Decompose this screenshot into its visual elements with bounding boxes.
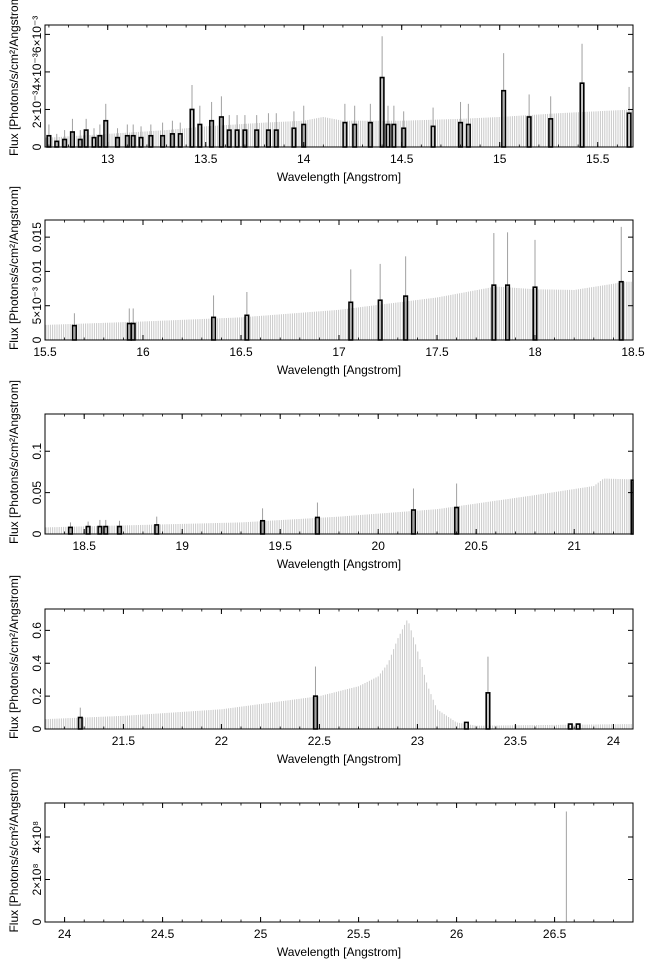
x-tick-label: 20 xyxy=(372,539,386,553)
x-tick-label: 24 xyxy=(58,927,72,941)
x-tick-label: 14 xyxy=(297,152,311,166)
x-tick-label: 15.5 xyxy=(33,345,57,359)
x-tick-label: 17 xyxy=(332,345,346,359)
y-axis-label: Flux [Photons/s/cm²/Angstrom] xyxy=(7,768,21,932)
x-tick-label: 13 xyxy=(101,152,115,166)
y-axis: 0 5×10⁻³ 0.01 0.015 xyxy=(30,222,633,343)
x-tick-label: 19.5 xyxy=(269,539,293,553)
chart-panel-2: 15.5 16 16.5 17 17.5 18 18.5 0 5×10⁻³ 0.01 0.015 Wa… xyxy=(7,186,645,377)
plot-frame xyxy=(44,24,634,148)
x-tick-label: 18 xyxy=(528,345,542,359)
y-tick-label: 4×10⁸ xyxy=(30,821,44,853)
y-axis-label: Flux [Photons/s/cm²/Angstrom] xyxy=(7,186,21,350)
chart-panel-3: 18.5 19 19.5 20 20.5 21 0 0.05 0.1 Wavelength [An… xyxy=(7,380,634,571)
x-tick-label: 17.5 xyxy=(425,345,449,359)
y-tick-label: 0 xyxy=(30,725,44,732)
x-axis: 15.5 16 16.5 17 17.5 18 18.5 xyxy=(33,220,645,359)
chart-panel-4: 21.5 22 22.5 23 23.5 24 0 0.2 0.4 0.6 Wavelength [… xyxy=(7,575,634,766)
x-tick-label: 20.5 xyxy=(465,539,489,553)
y-axis: 0 2×10⁻³4×10⁻³6×10⁻³ xyxy=(30,16,633,150)
x-axis: 18.5 19 19.5 20 20.5 21 xyxy=(44,414,614,553)
x-tick-label: 18.5 xyxy=(621,345,645,359)
y-tick-label: 2×10⁻³ xyxy=(30,91,44,128)
y-axis-label: Flux [Photons/s/cm²/Angstrom] xyxy=(7,380,21,544)
x-tick-label: 26 xyxy=(450,927,464,941)
x-tick-label: 24.5 xyxy=(151,927,175,941)
y-axis: 0 2×10⁸ 4×10⁸ xyxy=(30,821,633,925)
data-bar xyxy=(567,723,573,730)
x-tick-label: 16 xyxy=(136,345,150,359)
y-axis: 0 0.2 0.4 0.6 xyxy=(30,622,633,732)
x-tick-label: 16.5 xyxy=(229,345,253,359)
plot-frame xyxy=(44,802,634,923)
y-tick-label: 0 xyxy=(30,918,44,925)
x-axis-label: Wavelength [Angstrom] xyxy=(277,557,401,571)
y-tick-label: 2×10⁸ xyxy=(30,863,44,895)
y-tick-label: 0 xyxy=(30,530,44,537)
y-tick-label: 0.01 xyxy=(30,259,44,283)
y-tick-label: 5×10⁻³ xyxy=(30,287,44,324)
y-tick-label: 0.015 xyxy=(30,222,44,252)
x-tick-label: 15.5 xyxy=(586,152,610,166)
y-axis-label: Flux [Photons/s/cm²/Angstrom] xyxy=(7,0,21,156)
plot-frame xyxy=(44,413,634,535)
y-tick-label: 0.05 xyxy=(30,481,44,505)
x-tick-label: 26.5 xyxy=(543,927,567,941)
x-tick-label: 25 xyxy=(254,927,268,941)
x-tick-label: 22 xyxy=(215,734,229,748)
x-axis-label: Wavelength [Angstrom] xyxy=(277,752,401,766)
x-axis: 13 13.5 14 14.5 15 15.5 xyxy=(48,25,618,166)
x-axis: 24 24.5 25 25.5 26 26.5 xyxy=(44,803,614,941)
x-axis: 21.5 22 22.5 23 23.5 24 xyxy=(44,609,621,748)
chart-panel-1: 13 13.5 14 14.5 15 15.5 0 2×10⁻³4×10⁻³6×10⁻³ Wav… xyxy=(7,0,634,184)
y-axis: 0 0.05 0.1 xyxy=(30,443,633,537)
x-tick-label: 19 xyxy=(176,539,190,553)
y-tick-label: 0.4 xyxy=(30,655,44,672)
model-series xyxy=(45,109,632,147)
y-axis-label: Flux [Photons/s/cm²/Angstrom] xyxy=(7,575,21,739)
x-axis-label: Wavelength [Angstrom] xyxy=(277,363,401,377)
x-tick-label: 21 xyxy=(568,539,582,553)
y-tick-label: 6×10⁻³ xyxy=(30,16,44,53)
x-tick-label: 14.5 xyxy=(390,152,414,166)
y-tick-label: 0 xyxy=(30,143,44,150)
y-tick-label: 0.2 xyxy=(30,687,44,704)
y-tick-label: 0.1 xyxy=(30,443,44,460)
model-series xyxy=(45,478,632,534)
chart-panel-5: 24 24.5 25 25.5 26 26.5 0 2×10⁸ 4×10⁸ Wavelength … xyxy=(7,768,634,959)
y-tick-label: 0 xyxy=(30,336,44,343)
x-tick-label: 18.5 xyxy=(73,539,97,553)
model-series xyxy=(45,620,632,729)
x-tick-label: 24 xyxy=(607,734,621,748)
x-tick-label: 22.5 xyxy=(308,734,332,748)
x-tick-label: 21.5 xyxy=(112,734,136,748)
x-tick-label: 15 xyxy=(493,152,507,166)
x-axis-label: Wavelength [Angstrom] xyxy=(277,170,401,184)
y-tick-label: 0.6 xyxy=(30,622,44,639)
x-tick-label: 13.5 xyxy=(194,152,218,166)
model-series xyxy=(45,281,632,340)
x-axis-label: Wavelength [Angstrom] xyxy=(277,945,401,959)
x-tick-label: 25.5 xyxy=(347,927,371,941)
y-tick-label: 4×10⁻³ xyxy=(30,53,44,90)
x-tick-label: 23 xyxy=(411,734,425,748)
x-tick-label: 23.5 xyxy=(504,734,528,748)
